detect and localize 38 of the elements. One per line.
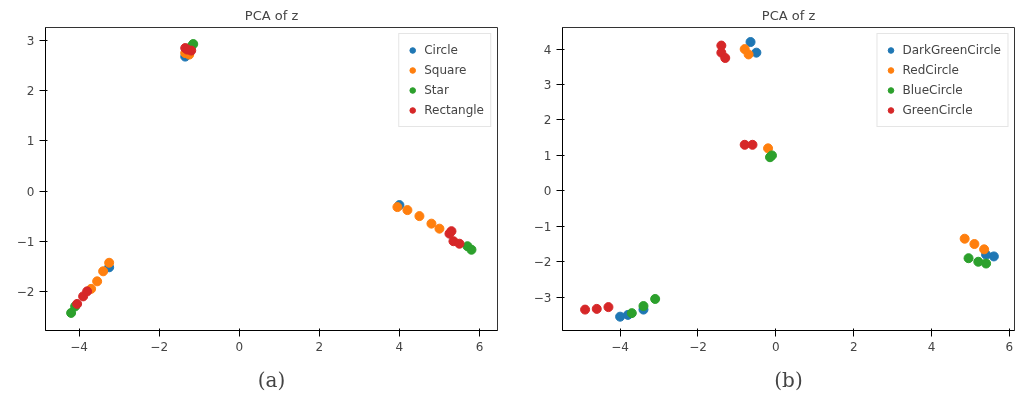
y-tick-label: −1	[533, 219, 552, 234]
y-tick-label: −1	[16, 234, 35, 249]
y-tick-label: 1	[26, 134, 35, 149]
x-tick-label: −2	[689, 339, 707, 354]
x-tick-label: 4	[927, 339, 936, 354]
legend-label: GreenCircle	[902, 103, 973, 117]
legend-label: Star	[424, 83, 449, 97]
y-tick-label: −3	[533, 290, 552, 305]
y-tick-label: 3	[26, 34, 35, 49]
x-tick-label: −2	[150, 339, 169, 354]
text: (b)	[774, 368, 803, 392]
x-tick-label: −4	[70, 339, 88, 354]
legend-label: DarkGreenCircle	[902, 43, 1001, 57]
x-tick-label: 6	[475, 339, 484, 354]
legend-label: Rectangle	[424, 103, 484, 117]
legend-label: BlueCircle	[902, 83, 963, 97]
x-tick-label: 2	[849, 339, 858, 354]
chart-title: PCA of z	[244, 7, 299, 23]
x-tick-label: 6	[1005, 339, 1014, 354]
legend-label: Square	[424, 63, 467, 77]
y-tick-label: 0	[26, 184, 35, 199]
x-tick-label: 0	[772, 339, 780, 354]
x-tick-label: 4	[395, 339, 404, 354]
x-tick-label: 2	[315, 339, 324, 354]
chart-title: PCA of z	[761, 7, 816, 23]
y-tick-label: 2	[543, 113, 552, 128]
y-tick-label: −2	[16, 284, 35, 299]
y-tick-label: 1	[543, 148, 552, 163]
x-tick-label: −4	[611, 339, 629, 354]
legend-label: RedCircle	[902, 63, 959, 77]
x-tick-label: 0	[235, 339, 244, 354]
y-tick-label: −2	[533, 255, 552, 270]
text: (a)	[257, 368, 286, 392]
y-tick-label: 2	[26, 84, 35, 99]
y-tick-label: 4	[543, 42, 552, 57]
y-tick-label: 0	[543, 184, 552, 199]
y-tick-label: 3	[543, 78, 552, 93]
legend-label: Circle	[424, 43, 458, 57]
